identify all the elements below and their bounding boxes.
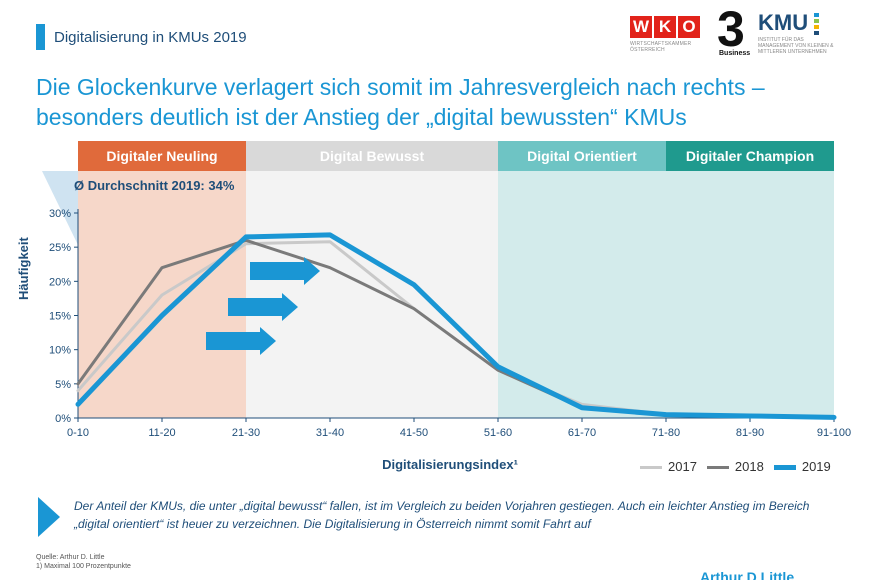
x-axis-label: Digitalisierungsindex¹ [382, 457, 518, 472]
average-label: Ø Durchschnitt 2019: 34% [74, 178, 235, 193]
y-tick-label: 15% [49, 311, 71, 323]
legend-item-2017: 2017 [640, 459, 697, 474]
x-tick-label: 91-100 [817, 427, 851, 439]
x-tick-label: 81-90 [736, 427, 764, 439]
average-callout-shape [42, 171, 78, 245]
band-label-1: Digitaler Neuling [78, 141, 246, 171]
legend-swatch [706, 466, 729, 470]
wko-logo-subtitle: WIRTSCHAFTSKAMMER ÖSTERREICH [630, 41, 692, 53]
x-tick-label: 0-10 [67, 427, 89, 439]
y-tick-label: 5% [55, 379, 71, 391]
band-background-3 [498, 171, 666, 418]
legend-label: 2019 [801, 459, 831, 474]
kmu-logo-dots [814, 13, 819, 37]
band-label-3: Digital Orientiert [498, 141, 666, 171]
source-line: Quelle: Arthur D. Little [36, 554, 105, 561]
header-accent-bar [36, 24, 45, 50]
shift-arrow-icon-1 [250, 257, 320, 285]
chart-note: Der Anteil der KMUs, die unter „digital … [74, 499, 810, 531]
y-tick-label: 10% [49, 345, 71, 357]
legend-swatch [640, 466, 662, 470]
legend-swatch [773, 465, 796, 471]
legend-label: 2017 [668, 459, 697, 474]
kmu-logo-subtitle: INSTITUT FÜR DAS MANAGEMENT VON KLEINEN … [758, 37, 834, 55]
three-logo: 3 [717, 1, 745, 57]
x-tick-label: 41-50 [400, 427, 428, 439]
y-axis-label: Häufigkeit [16, 237, 31, 300]
legend-item-2019: 2019 [773, 459, 831, 474]
shift-arrow-icon-2 [228, 293, 298, 321]
three-logo-subtitle: Business [719, 50, 751, 57]
x-tick-label: 31-40 [316, 427, 344, 439]
note-arrow-icon [38, 497, 60, 537]
source-note: Quelle: Arthur D. Little 1) Maximal 100 … [36, 553, 131, 571]
header-title: Digitalisierung in KMUs 2019 [54, 29, 247, 46]
chart-legend: 2017 2018 2019 [640, 459, 841, 474]
y-tick-label: 30% [49, 208, 71, 220]
band-label-4: Digitaler Champion [666, 141, 834, 171]
series-line-2019 [75, 232, 837, 420]
band-background-2 [246, 171, 498, 418]
legend-item-2018: 2018 [706, 459, 764, 474]
x-tick-label: 11-20 [148, 427, 175, 439]
footnote-line: 1) Maximal 100 Prozentpunkte [36, 563, 131, 570]
x-tick-label: 61-70 [568, 427, 596, 439]
y-tick-label: 25% [49, 242, 71, 254]
band-label-2: Digital Bewusst [246, 141, 498, 171]
headline: Die Glockenkurve verlagert sich somit im… [36, 74, 765, 130]
wko-logo-o: O [678, 16, 700, 38]
wko-logo-w: W [630, 16, 652, 38]
wko-logo-k: K [654, 16, 676, 38]
kmu-logo: KMU [758, 10, 809, 35]
x-tick-label: 71-80 [652, 427, 680, 439]
x-tick-label: 21-30 [232, 427, 260, 439]
adl-logo: Arthur D Little [700, 569, 795, 580]
legend-label: 2018 [734, 459, 764, 474]
x-tick-label: 51-60 [484, 427, 512, 439]
shift-arrow-icon-3 [206, 327, 276, 355]
y-tick-label: 0% [55, 413, 71, 425]
band-background-4 [666, 171, 834, 418]
y-tick-label: 20% [49, 276, 71, 288]
